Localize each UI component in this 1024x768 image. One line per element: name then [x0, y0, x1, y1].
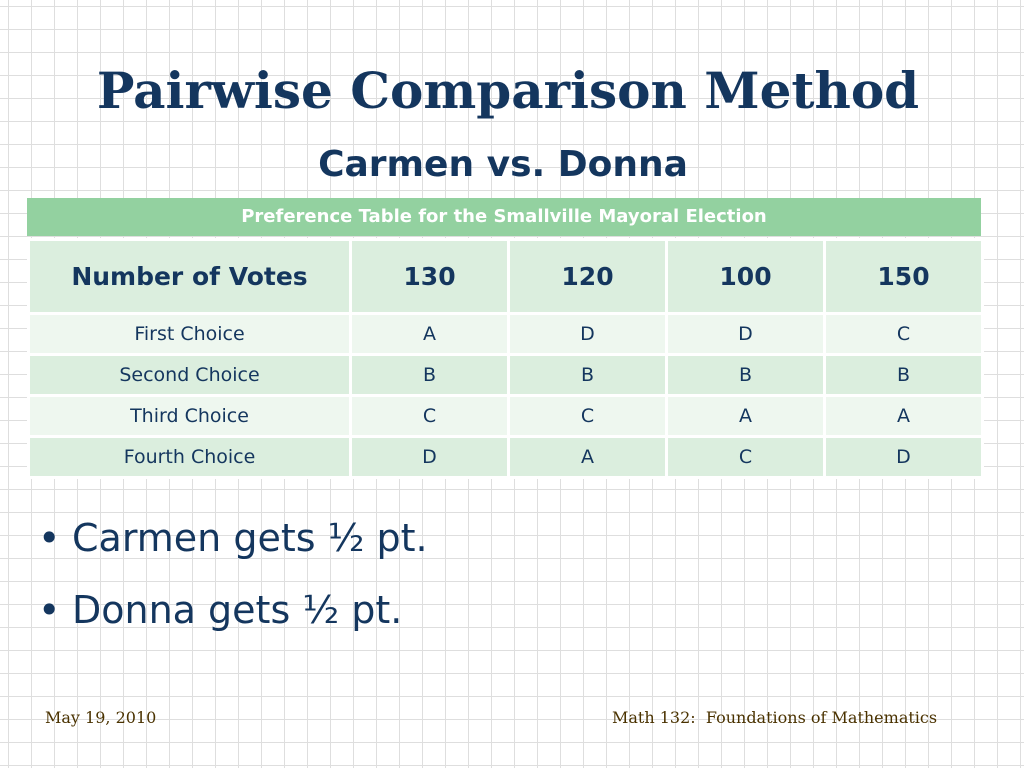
- bullet-text: Donna gets ½ pt.: [72, 588, 403, 632]
- bullet-text: Carmen gets ½ pt.: [72, 516, 428, 560]
- table-caption: Preference Table for the Smallville Mayo…: [27, 198, 981, 236]
- choice-label: Second Choice: [27, 353, 352, 397]
- votes-header-label: Number of Votes: [27, 238, 352, 315]
- choice-cell: B: [823, 353, 984, 397]
- choice-label: First Choice: [27, 312, 352, 356]
- bullet-item: • Carmen gets ½ pt.: [38, 502, 938, 574]
- choice-cell: D: [507, 312, 668, 356]
- choice-cell: C: [665, 435, 826, 479]
- preference-table: Number of Votes 130 120 100 150 First Ch…: [27, 238, 984, 479]
- votes-header-row: Number of Votes 130 120 100 150: [27, 238, 984, 315]
- choice-cell: D: [823, 435, 984, 479]
- choice-cell: A: [507, 435, 668, 479]
- footer-date: May 19, 2010: [45, 708, 157, 727]
- choice-cell: A: [349, 312, 510, 356]
- bullet-dot-icon: •: [38, 516, 61, 560]
- choice-cell: A: [823, 394, 984, 438]
- table-row: Third Choice C C A A: [27, 394, 984, 438]
- choice-cell: A: [665, 394, 826, 438]
- choice-label: Fourth Choice: [27, 435, 352, 479]
- table-row: First Choice A D D C: [27, 312, 984, 356]
- choice-cell: D: [665, 312, 826, 356]
- votes-count: 120: [507, 238, 668, 315]
- slide-title: Pairwise Comparison Method: [96, 61, 920, 120]
- choice-cell: D: [349, 435, 510, 479]
- footer-course: Math 132: Foundations of Mathematics: [612, 708, 938, 727]
- slide-subtitle: Carmen vs. Donna: [318, 144, 688, 185]
- choice-cell: B: [507, 353, 668, 397]
- choice-cell: C: [349, 394, 510, 438]
- choice-cell: B: [349, 353, 510, 397]
- votes-count: 130: [349, 238, 510, 315]
- table-row: Fourth Choice D A C D: [27, 435, 984, 479]
- bullet-list: • Carmen gets ½ pt. • Donna gets ½ pt.: [38, 502, 938, 646]
- bullet-item: • Donna gets ½ pt.: [38, 574, 938, 646]
- choice-cell: C: [823, 312, 984, 356]
- choice-label: Third Choice: [27, 394, 352, 438]
- choice-cell: B: [665, 353, 826, 397]
- choice-cell: C: [507, 394, 668, 438]
- votes-count: 100: [665, 238, 826, 315]
- table-row: Second Choice B B B B: [27, 353, 984, 397]
- votes-count: 150: [823, 238, 984, 315]
- bullet-dot-icon: •: [38, 588, 61, 632]
